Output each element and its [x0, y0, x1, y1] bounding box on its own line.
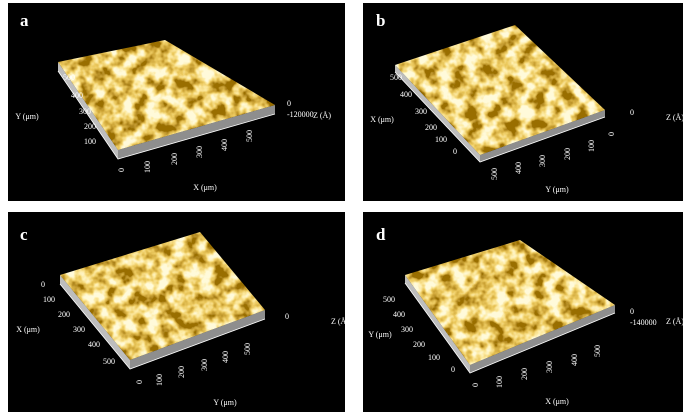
tick-label: 500	[245, 130, 254, 142]
tick-label: 400	[400, 90, 412, 99]
axis-title: X (μm)	[193, 183, 217, 192]
surface	[58, 40, 275, 150]
tick-label: 500	[390, 73, 402, 82]
tick-label: 0	[117, 168, 126, 172]
tick-label: 300	[545, 361, 554, 373]
tick-label: 0	[471, 383, 480, 387]
tick-label: 300	[415, 107, 427, 116]
tick-label: 300	[195, 146, 204, 158]
tick-label: 0	[630, 108, 634, 117]
surface-wall	[480, 110, 605, 162]
surface-wall	[405, 275, 470, 373]
tick-label: 400	[221, 351, 230, 363]
tick-label: 0	[607, 132, 616, 136]
tick-label: 0	[41, 280, 45, 289]
tick-label: 100	[84, 137, 96, 146]
axis-title: X (μm)	[370, 115, 394, 124]
tick-label: 200	[520, 368, 529, 380]
tick-label: 300	[401, 325, 413, 334]
tick-label: 0	[285, 312, 289, 321]
surface-wall	[395, 65, 480, 162]
tick-label: 100	[143, 161, 152, 173]
panel-label: a	[20, 11, 29, 30]
tick-label: 0	[135, 380, 144, 384]
surface	[405, 240, 615, 365]
axis-title: Z (Å)	[666, 317, 684, 326]
panel-label: b	[376, 11, 385, 30]
tick-label: 300	[200, 359, 209, 371]
tick-label: -120000	[287, 110, 314, 119]
axis-title: Z (Å)	[313, 111, 331, 120]
axis-line	[57, 70, 276, 160]
tick-label: 400	[71, 91, 83, 100]
tick-label: 200	[413, 340, 425, 349]
tick-label: 500	[593, 345, 602, 357]
panel-label: c	[20, 225, 28, 244]
tick-label: 200	[170, 153, 179, 165]
surface-wall	[118, 105, 275, 159]
axis-line	[404, 282, 616, 374]
tick-label: 300	[538, 155, 547, 167]
surface-wall	[58, 62, 118, 159]
tick-label: 200	[58, 310, 70, 319]
surface-wall	[60, 275, 130, 369]
axis-line	[394, 71, 606, 163]
tick-label: 100	[428, 353, 440, 362]
tick-label: 400	[570, 354, 579, 366]
tick-label: 500	[383, 295, 395, 304]
axis-title: X (μm)	[545, 397, 569, 406]
tick-label: 400	[220, 139, 229, 151]
surface	[60, 232, 265, 360]
tick-label: 100	[587, 140, 596, 152]
tick-label: 0	[630, 307, 634, 316]
axis-title: Y (μm)	[368, 330, 392, 339]
tick-label: 500	[490, 168, 499, 180]
surface-wall	[470, 305, 615, 373]
tick-label: 200	[177, 366, 186, 378]
tick-label: 100	[495, 376, 504, 388]
axis-title: Z (Å)	[331, 317, 349, 326]
tick-label: 200	[563, 148, 572, 160]
panel-label: d	[376, 225, 386, 244]
axis-title: Y (μm)	[213, 398, 237, 407]
tick-label: 400	[514, 162, 523, 174]
tick-label: 300	[79, 107, 91, 116]
surface-wall	[130, 310, 265, 369]
tick-label: 200	[84, 122, 96, 131]
tick-label: 400	[393, 310, 405, 319]
axis-title: Y (μm)	[15, 112, 39, 121]
tick-label: 100	[43, 295, 55, 304]
tick-label: 400	[88, 340, 100, 349]
axis-title: Y (μm)	[545, 185, 569, 194]
tick-label: 500	[103, 357, 115, 366]
axis-title: Z (Å)	[666, 113, 684, 122]
axis-title: X (μm)	[16, 325, 40, 334]
tick-label: -140000	[630, 318, 657, 327]
tick-label: 100	[435, 135, 447, 144]
surface	[395, 25, 605, 155]
axis-line	[59, 283, 266, 370]
tick-label: 0	[287, 99, 291, 108]
tick-label: 100	[155, 374, 164, 386]
tick-label: 500	[63, 73, 75, 82]
tick-label: 0	[451, 365, 455, 374]
tick-label: 300	[73, 325, 85, 334]
tick-label: 200	[425, 123, 437, 132]
tick-label: 0	[453, 147, 457, 156]
tick-label: 500	[243, 343, 252, 355]
